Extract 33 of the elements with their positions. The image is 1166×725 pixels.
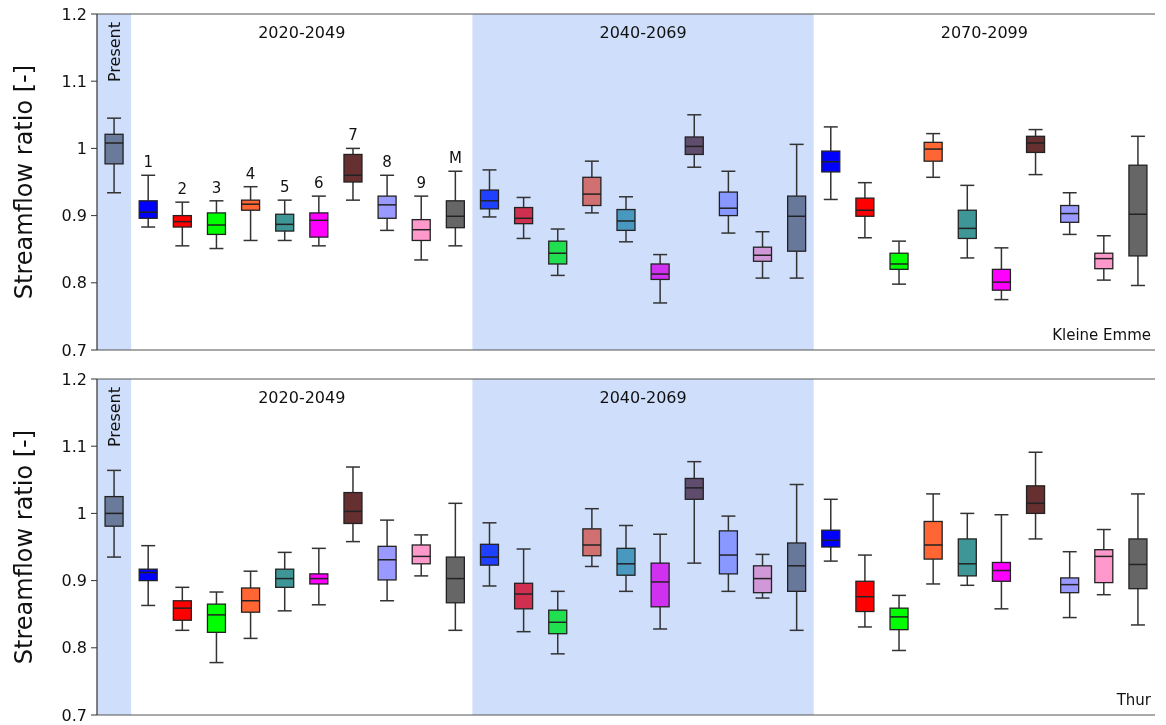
x-tick-label: M	[448, 149, 462, 168]
y-tick-label: 1	[76, 504, 87, 523]
x-tick-label: 9	[416, 174, 426, 193]
y-axis-title: Streamflow ratio [-]	[10, 429, 38, 665]
x-tick-label: 2	[177, 180, 188, 199]
y-axis-title: Streamflow ratio [-]	[10, 64, 38, 300]
y-tick-label: 0.7	[61, 705, 87, 725]
annotation: 2020-2049	[258, 388, 346, 407]
y-tick-label: 0.8	[61, 638, 87, 658]
x-tick-label: Present	[105, 22, 125, 83]
annotation: Thur	[1115, 691, 1152, 709]
annotation: 2040-2069	[599, 388, 687, 407]
x-tick-label: 7	[348, 126, 358, 145]
x-tick-label: 4	[245, 164, 256, 183]
y-tick-label: 0.9	[61, 571, 87, 591]
y-tick-label: 0.9	[61, 206, 87, 226]
y-tick-label: 1.2	[61, 369, 87, 389]
y-tick-label: 1.1	[61, 71, 87, 91]
x-tick-label: 5	[279, 178, 290, 197]
annotation: 2070-2099	[940, 23, 1028, 42]
x-tick-label: 1	[143, 153, 153, 172]
y-tick-label: 1.1	[61, 436, 87, 456]
annotation: Kleine Emme	[1052, 326, 1151, 344]
x-tick-label: Present	[105, 387, 125, 448]
annotation: 2020-2049	[258, 23, 346, 42]
annotation: 2040-2069	[599, 23, 687, 42]
x-tick-label: 3	[211, 178, 222, 197]
y-tick-label: 0.8	[61, 273, 87, 293]
y-tick-label: 0.7	[61, 340, 87, 360]
y-tick-label: 1	[76, 139, 87, 158]
x-tick-label: 6	[314, 174, 324, 193]
y-tick-label: 1.2	[61, 4, 87, 24]
x-tick-label: 8	[382, 153, 392, 172]
